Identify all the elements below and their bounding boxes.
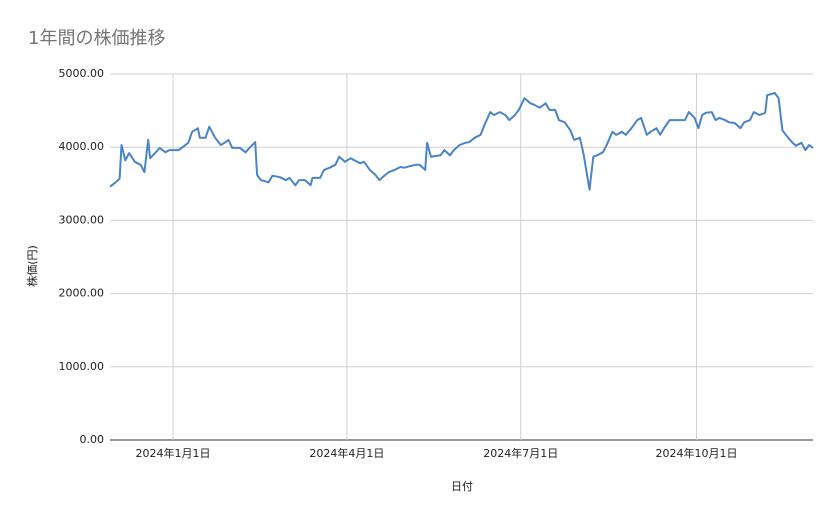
x-tick-label: 2024年1月1日: [136, 446, 211, 460]
y-tick-label: 5000.00: [59, 67, 105, 80]
data-line: [109, 92, 814, 191]
y-axis-title: 株価(円): [25, 245, 39, 287]
y-tick-label: 3000.00: [59, 213, 105, 226]
y-tick-label: 2000.00: [59, 287, 105, 300]
chart-title: 1年間の株価推移: [28, 28, 165, 49]
x-tick-label: 2024年10月1日: [655, 446, 737, 460]
x-tick-label: 2024年7月1日: [483, 446, 558, 460]
x-tick-label: 2024年4月1日: [309, 446, 384, 460]
x-axis-title: 日付: [451, 480, 473, 493]
y-tick-label: 0.00: [80, 433, 105, 446]
y-tick-label: 4000.00: [59, 140, 105, 153]
y-tick-label: 1000.00: [59, 360, 105, 373]
